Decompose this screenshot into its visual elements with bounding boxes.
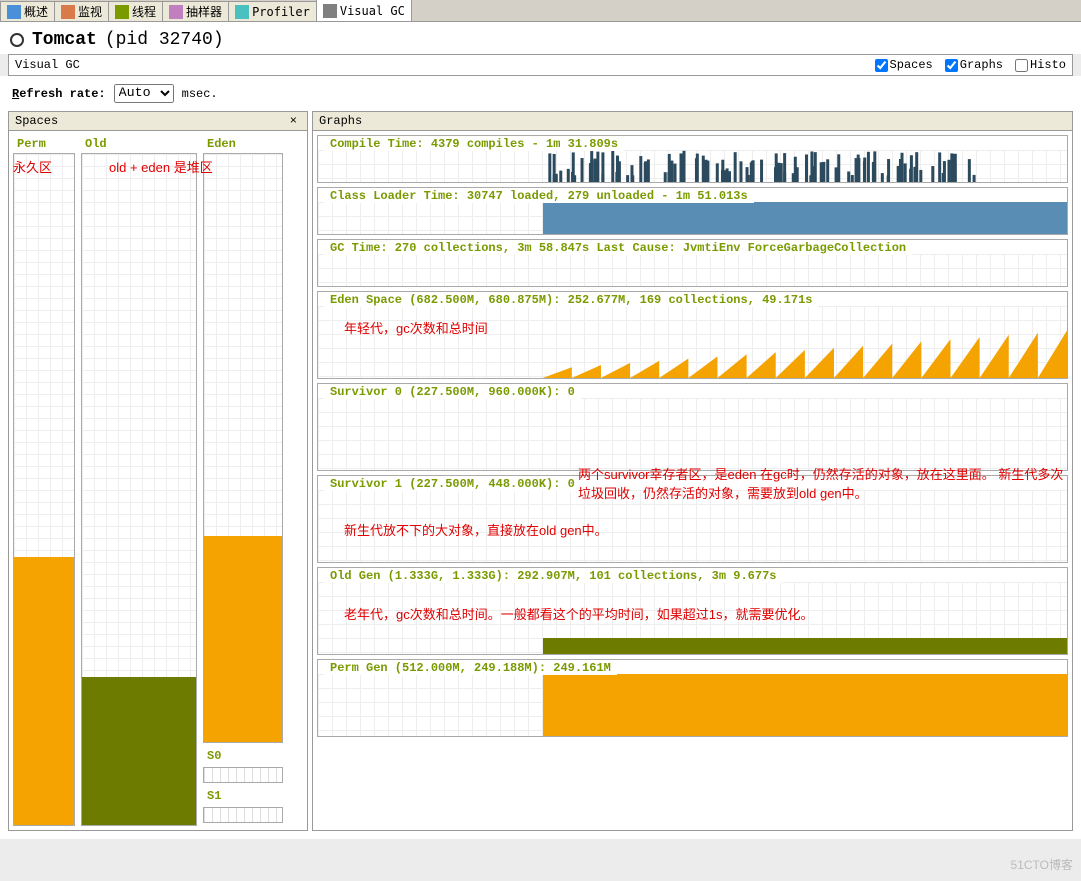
check-histo[interactable]: Histo — [1015, 58, 1066, 72]
tab-监视[interactable]: 监视 — [54, 1, 109, 21]
tab-icon — [169, 5, 183, 19]
tab-抽样器[interactable]: 抽样器 — [162, 1, 229, 21]
graph-permgen: Perm Gen (512.000M, 249.188M): 249.161M — [317, 659, 1068, 737]
graph-title: Survivor 1 (227.500M, 448.000K): 0 — [324, 477, 581, 491]
check-label: Graphs — [960, 58, 1003, 72]
refresh-label: efresh rate: — [19, 87, 105, 101]
graph-title: Compile Time: 4379 compiles - 1m 31.809s — [324, 137, 624, 151]
graph-svg — [318, 150, 1067, 182]
graphs-panel: Graphs Compile Time: 4379 compiles - 1m … — [312, 111, 1073, 831]
graph-title: Perm Gen (512.000M, 249.188M): 249.161M — [324, 661, 617, 675]
title-bar: Tomcat (pid 32740) — [0, 22, 1081, 54]
tab-概述[interactable]: 概述 — [0, 1, 55, 21]
tab-Visual GC[interactable]: Visual GC — [316, 0, 412, 21]
check-spaces[interactable]: Spaces — [875, 58, 933, 72]
tab-线程[interactable]: 线程 — [108, 1, 163, 21]
graph-compile: Compile Time: 4379 compiles - 1m 31.809s — [317, 135, 1068, 183]
graph-title: Survivor 0 (227.500M, 960.000K): 0 — [324, 385, 581, 399]
tab-label: Profiler — [252, 5, 310, 19]
refresh-unit: msec. — [182, 87, 218, 101]
spaces-body: 永久区 old + eden 是堆区 Perm Old Eden S0 S1 — [8, 131, 308, 831]
graph-gctime: GC Time: 270 collections, 3m 58.847s Las… — [317, 239, 1068, 287]
graphs-body: Compile Time: 4379 compiles - 1m 31.809s… — [312, 131, 1073, 831]
mem-label: Eden — [203, 135, 283, 153]
graph-title: Old Gen (1.333G, 1.333G): 292.907M, 101 … — [324, 569, 782, 583]
sub-bar: Visual GC Spaces Graphs Histo — [8, 54, 1073, 76]
mem-label: Old — [81, 135, 197, 153]
tab-icon — [323, 4, 337, 18]
tab-label: 监视 — [78, 3, 102, 20]
main: Spaces × 永久区 old + eden 是堆区 Perm Old Eden S… — [0, 111, 1081, 839]
tab-label: 线程 — [132, 3, 156, 20]
graph-title: Class Loader Time: 30747 loaded, 279 unl… — [324, 189, 754, 203]
pid-label: (pid 32740) — [105, 30, 224, 50]
mem-label: Perm — [13, 135, 75, 153]
app-name: Tomcat — [32, 30, 97, 50]
subbar-title: Visual GC — [15, 58, 863, 72]
tab-icon — [7, 5, 21, 19]
tab-Profiler[interactable]: Profiler — [228, 1, 317, 21]
check-graphs[interactable]: Graphs — [945, 58, 1003, 72]
spaces-panel: Spaces × 永久区 old + eden 是堆区 Perm Old Eden S… — [8, 111, 308, 831]
graph-fill — [543, 674, 1067, 736]
tab-bar: 概述 监视 线程 抽样器 Profiler Visual GC — [0, 0, 1081, 22]
graph-title: GC Time: 270 collections, 3m 58.847s Las… — [324, 241, 912, 255]
tab-icon — [61, 5, 75, 19]
graphs-title: Graphs — [319, 114, 362, 128]
tab-label: 抽样器 — [186, 3, 222, 20]
graph-s0: Survivor 0 (227.500M, 960.000K): 0两个surv… — [317, 383, 1068, 471]
graph-classloader: Class Loader Time: 30747 loaded, 279 unl… — [317, 187, 1068, 235]
refresh-select[interactable]: Auto — [114, 84, 174, 103]
watermark: 51CTO博客 — [1011, 856, 1073, 873]
tab-icon — [115, 5, 129, 19]
mem-col-old: Old — [81, 135, 197, 826]
mem-fill — [82, 677, 196, 825]
surv-bar-s1 — [203, 807, 283, 823]
tab-label: Visual GC — [340, 4, 405, 18]
graph-fill — [543, 202, 1067, 234]
app-icon — [10, 33, 24, 47]
graphs-header: Graphs — [312, 111, 1073, 131]
graph-annot: 新生代放不下的大对象，直接放在old gen中。 — [344, 520, 608, 539]
spaces-header: Spaces × — [8, 111, 308, 131]
tab-icon — [235, 5, 249, 19]
checkbox[interactable] — [875, 59, 888, 72]
surv-bar-s0 — [203, 767, 283, 783]
surv-label-s0: S0 — [203, 747, 283, 765]
graph-oldgen: Old Gen (1.333G, 1.333G): 292.907M, 101 … — [317, 567, 1068, 655]
annot-perm: 永久区 — [13, 157, 52, 176]
refresh-row: Refresh rate: Auto msec. — [0, 76, 1081, 111]
graph-annot: 年轻代，gc次数和总时间 — [344, 318, 488, 337]
annot-heap: old + eden 是堆区 — [109, 157, 213, 176]
graph-annot: 两个survivor幸存者区，是eden 在gc时，仍然存活的对象，放在这里面。… — [578, 464, 1068, 502]
check-label: Histo — [1030, 58, 1066, 72]
graph-annot: 老年代，gc次数和总时间。一般都看这个的平均时间，如果超过1s，就需要优化。 — [344, 604, 813, 623]
checkbox[interactable] — [1015, 59, 1028, 72]
mem-bar — [203, 153, 283, 743]
mem-fill — [14, 557, 74, 825]
check-label: Spaces — [890, 58, 933, 72]
checkbox[interactable] — [945, 59, 958, 72]
mem-bar — [13, 153, 75, 826]
mem-bar — [81, 153, 197, 826]
graph-eden: Eden Space (682.500M, 680.875M): 252.677… — [317, 291, 1068, 379]
tab-label: 概述 — [24, 3, 48, 20]
graph-title: Eden Space (682.500M, 680.875M): 252.677… — [324, 293, 818, 307]
graph-fill — [543, 638, 1067, 654]
spaces-close-icon[interactable]: × — [286, 114, 301, 128]
spaces-title: Spaces — [15, 114, 58, 128]
mem-col-eden: Eden S0 S1 — [203, 135, 283, 826]
surv-label-s1: S1 — [203, 787, 283, 805]
mem-fill — [204, 536, 282, 742]
mem-col-perm: Perm — [13, 135, 75, 826]
graph-svg — [318, 306, 1067, 378]
